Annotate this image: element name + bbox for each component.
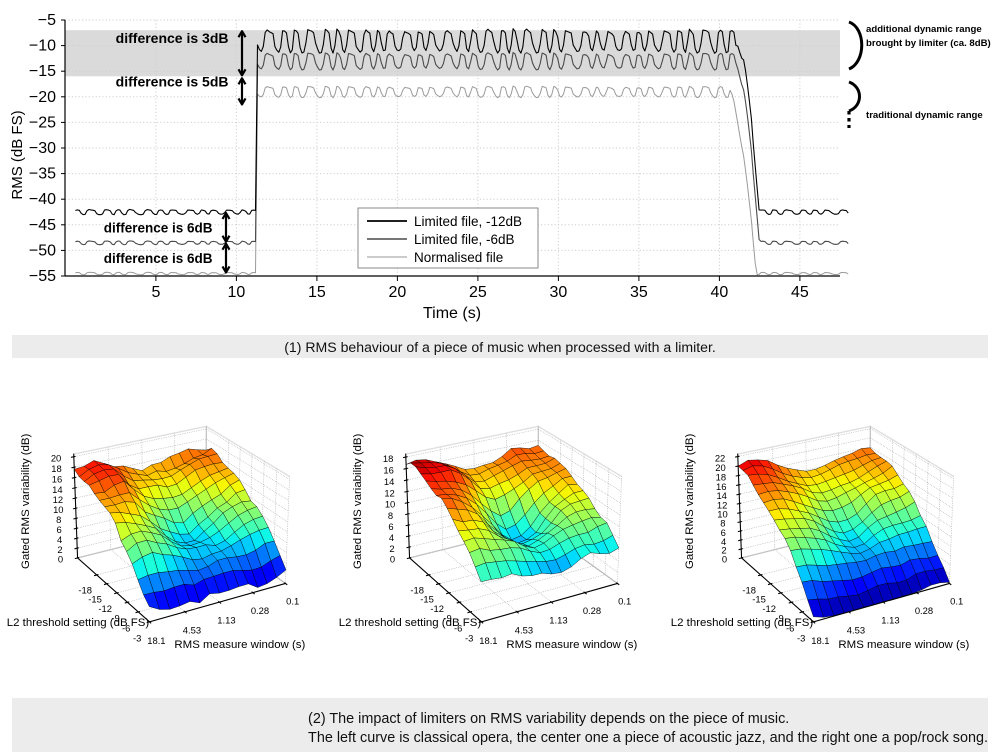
svg-text:15: 15: [308, 284, 326, 301]
svg-text:5: 5: [151, 284, 160, 301]
svg-text:1.13: 1.13: [217, 615, 235, 626]
svg-text:−50: −50: [29, 242, 56, 259]
svg-text:20: 20: [51, 453, 61, 464]
svg-text:-18: -18: [78, 585, 92, 596]
svg-text:-3: -3: [465, 632, 473, 643]
svg-text:L2 threshold setting (dB FS): L2 threshold setting (dB FS): [671, 617, 814, 629]
svg-text:traditional dynamic range: traditional dynamic range: [866, 110, 983, 121]
svg-text:14: 14: [384, 476, 394, 487]
svg-text:0: 0: [58, 554, 63, 565]
svg-text:1.13: 1.13: [549, 615, 567, 626]
svg-text:-3: -3: [133, 632, 141, 643]
svg-text:2: 2: [57, 544, 62, 555]
svg-text:brought by limiter (ca. 8dB): brought by limiter (ca. 8dB): [866, 38, 991, 49]
svg-text:10: 10: [53, 504, 63, 515]
svg-text:difference is 5dB: difference is 5dB: [116, 74, 229, 90]
svg-text:6: 6: [57, 524, 62, 535]
svg-text:8: 8: [388, 510, 393, 521]
svg-text:18: 18: [716, 471, 726, 482]
svg-text:−55: −55: [29, 268, 56, 285]
svg-text:12: 12: [384, 487, 394, 498]
svg-text:2: 2: [389, 543, 394, 554]
svg-text:−10: −10: [29, 38, 56, 55]
svg-text:22: 22: [715, 453, 725, 464]
svg-text:Gated RMS variability (dB): Gated RMS variability (dB): [684, 433, 696, 569]
svg-text:18.1: 18.1: [147, 635, 165, 646]
svg-text:RMS measure window (s): RMS measure window (s): [174, 639, 305, 651]
svg-text:Gated RMS variability (dB): Gated RMS variability (dB): [20, 433, 32, 569]
svg-text:4.53: 4.53: [515, 625, 533, 636]
svg-text:18.1: 18.1: [811, 635, 829, 646]
svg-text:1.13: 1.13: [881, 615, 899, 626]
svg-text:−30: −30: [29, 140, 56, 157]
svg-text:RMS measure window (s): RMS measure window (s): [506, 639, 637, 651]
svg-text:45: 45: [791, 284, 809, 301]
svg-text:difference is 3dB: difference is 3dB: [116, 30, 229, 46]
svg-text:−20: −20: [29, 89, 56, 106]
svg-text:−15: −15: [29, 63, 56, 80]
svg-text:−35: −35: [29, 166, 56, 183]
svg-text:20: 20: [389, 284, 407, 301]
svg-text:4.53: 4.53: [847, 625, 865, 636]
svg-text:10: 10: [385, 499, 395, 510]
svg-text:−25: −25: [29, 114, 56, 131]
svg-text:18: 18: [51, 463, 61, 474]
svg-text:16: 16: [716, 481, 726, 492]
svg-text:10: 10: [228, 284, 246, 301]
svg-text:14: 14: [52, 484, 62, 495]
svg-text:0.1: 0.1: [950, 596, 963, 607]
svg-text:additional dynamic range: additional dynamic range: [866, 24, 982, 35]
svg-text:Limited file, -12dB: Limited file, -12dB: [414, 214, 522, 229]
svg-text:Limited file, -6dB: Limited file, -6dB: [414, 232, 515, 247]
svg-text:-18: -18: [742, 585, 756, 596]
svg-text:0: 0: [390, 554, 395, 565]
svg-text:RMS (dB FS): RMS (dB FS): [9, 110, 26, 199]
svg-text:Time (s): Time (s): [423, 305, 481, 322]
svg-text:−40: −40: [29, 191, 56, 208]
svg-text:20: 20: [715, 462, 725, 473]
svg-text:12: 12: [53, 494, 63, 505]
svg-text:4: 4: [389, 532, 394, 543]
svg-text:4.53: 4.53: [183, 625, 201, 636]
svg-text:0.28: 0.28: [583, 605, 601, 616]
svg-text:-3: -3: [797, 632, 805, 643]
svg-text:0.28: 0.28: [915, 605, 933, 616]
svg-text:0.1: 0.1: [618, 596, 631, 607]
svg-text:0.1: 0.1: [286, 596, 299, 607]
svg-text:35: 35: [630, 284, 648, 301]
svg-text:-18: -18: [410, 585, 424, 596]
svg-text:8: 8: [56, 514, 61, 525]
svg-text:Normalised file: Normalised file: [414, 250, 503, 265]
svg-text:RMS measure window (s): RMS measure window (s): [838, 639, 969, 651]
svg-text:16: 16: [52, 474, 62, 485]
svg-text:18: 18: [383, 453, 393, 464]
svg-text:4: 4: [57, 534, 62, 545]
svg-text:−5: −5: [38, 12, 56, 29]
svg-text:Gated RMS variability (dB): Gated RMS variability (dB): [352, 433, 364, 569]
svg-text:difference is 6dB: difference is 6dB: [104, 220, 213, 235]
svg-text:difference is 6dB: difference is 6dB: [104, 251, 213, 266]
svg-text:30: 30: [550, 284, 568, 301]
svg-text:40: 40: [711, 284, 729, 301]
svg-text:−45: −45: [29, 217, 56, 234]
svg-text:0.28: 0.28: [251, 605, 269, 616]
svg-text:L2 threshold setting (dB FS): L2 threshold setting (dB FS): [7, 617, 150, 629]
svg-text:25: 25: [469, 284, 487, 301]
svg-text:18.1: 18.1: [479, 635, 497, 646]
svg-text:L2 threshold setting (dB FS): L2 threshold setting (dB FS): [339, 617, 482, 629]
svg-text:16: 16: [383, 465, 393, 476]
svg-text:6: 6: [388, 521, 393, 532]
